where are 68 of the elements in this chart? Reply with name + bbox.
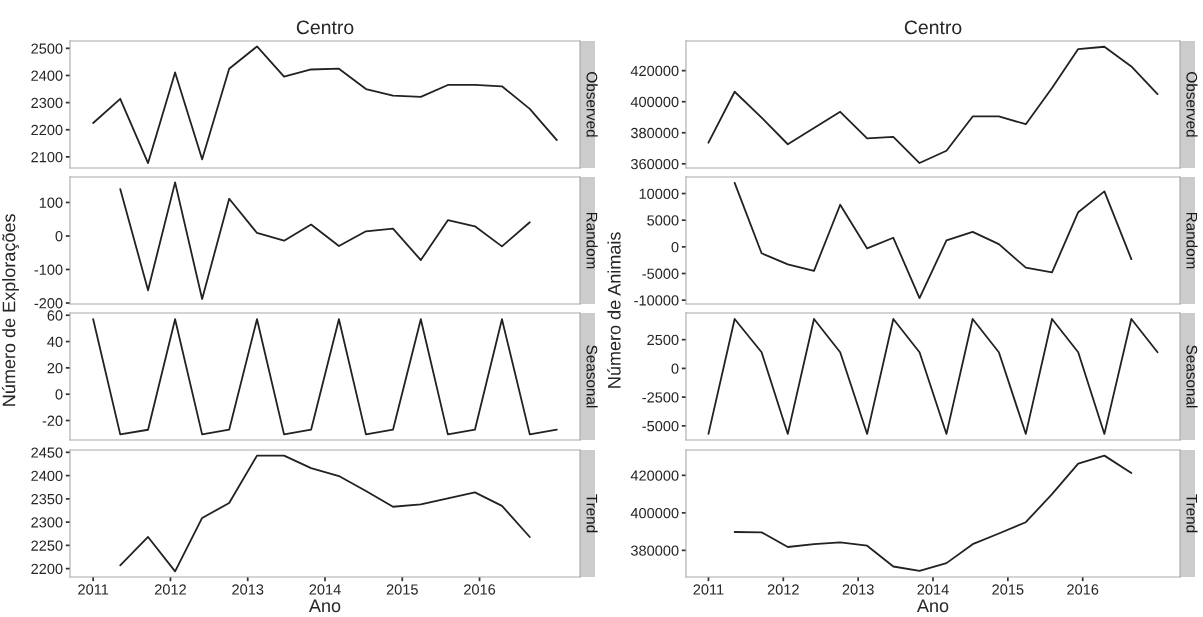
x-tick-label: 2013 bbox=[232, 584, 264, 595]
x-tick-label: 2011 bbox=[693, 584, 724, 595]
y-tick-label: 5000 bbox=[647, 215, 679, 226]
y-tick-label: 360000 bbox=[630, 158, 679, 170]
y-tick-label: 40 bbox=[47, 336, 63, 347]
y-axis-title: Número de Animais bbox=[607, 232, 621, 388]
x-tick-label: 2011 bbox=[78, 584, 109, 595]
x-tick-label: 2016 bbox=[1067, 584, 1099, 595]
y-tick-label: -10000 bbox=[634, 295, 679, 306]
y2-axis-title: Observed bbox=[1186, 72, 1198, 137]
line-series bbox=[92, 45, 558, 165]
line-series bbox=[119, 454, 531, 573]
y-tick-label: 60 bbox=[47, 310, 63, 321]
y-tick-label: 2300 bbox=[31, 97, 63, 109]
y-tick-label: 20 bbox=[47, 362, 63, 374]
y-tick-label: 2400 bbox=[31, 470, 63, 482]
y-tick-label: 2500 bbox=[31, 43, 63, 54]
y2-axis-title: Random bbox=[586, 212, 598, 269]
y-tick-label: 2450 bbox=[31, 447, 63, 458]
x-axis-title: Ano bbox=[916, 599, 949, 613]
y-tick-label: 2200 bbox=[31, 563, 63, 575]
y-tick-label: 400000 bbox=[630, 507, 679, 519]
y-tick-label: 2300 bbox=[31, 517, 63, 528]
y2-axis-title: Seasonal bbox=[586, 345, 598, 408]
x-tick-label: 2015 bbox=[386, 584, 418, 595]
y-tick-label: 0 bbox=[671, 241, 679, 253]
x-tick-label: 2014 bbox=[917, 584, 949, 595]
x-tick-label: 2016 bbox=[464, 584, 496, 595]
x-tick-label: 2014 bbox=[309, 584, 341, 595]
y-tick-label: 2400 bbox=[31, 70, 63, 81]
y2-axis-title: Trend bbox=[586, 494, 598, 533]
y-tick-label: 10000 bbox=[639, 188, 679, 199]
y-tick-label: 420000 bbox=[630, 65, 679, 77]
line-series bbox=[733, 181, 1133, 299]
y-tick-label: 2200 bbox=[31, 124, 63, 136]
y-tick-label: 0 bbox=[55, 389, 63, 400]
y2-axis-title: Observed bbox=[586, 72, 598, 137]
y-tick-label: -20 bbox=[42, 415, 63, 426]
y2-axis-title: Seasonal bbox=[1186, 345, 1198, 408]
x-tick-label: 2013 bbox=[842, 584, 874, 595]
y-tick-label: 2100 bbox=[31, 151, 63, 163]
y2-axis-title: Random bbox=[1186, 212, 1198, 269]
y2-axis-title: Trend bbox=[1186, 494, 1198, 533]
x-tick-label: 2012 bbox=[767, 584, 799, 595]
y-tick-label: 100 bbox=[39, 197, 63, 208]
y-tick-label: 420000 bbox=[630, 470, 679, 481]
x-axis-title: Ano bbox=[308, 599, 341, 613]
y-tick-label: 2500 bbox=[647, 334, 679, 346]
y-axis-title: Número de Explorações bbox=[1, 214, 19, 406]
y-tick-label: 0 bbox=[671, 363, 679, 374]
chart-title: Centro bbox=[296, 20, 354, 35]
line-series bbox=[733, 454, 1133, 572]
line-series bbox=[119, 181, 531, 300]
y-tick-label: -5000 bbox=[642, 268, 679, 279]
y-tick-label: 380000 bbox=[630, 127, 679, 139]
y-tick-label: 2250 bbox=[31, 540, 63, 551]
y-tick-label: -100 bbox=[34, 264, 63, 275]
y-tick-label: -5000 bbox=[642, 420, 679, 432]
y-tick-label: -2500 bbox=[642, 392, 679, 403]
x-tick-label: 2015 bbox=[992, 584, 1024, 595]
y-tick-label: 400000 bbox=[630, 96, 679, 108]
y-tick-label: -200 bbox=[34, 298, 63, 309]
y-tick-label: 0 bbox=[55, 231, 63, 242]
y-tick-label: 2350 bbox=[31, 493, 63, 505]
line-series bbox=[707, 45, 1159, 164]
x-tick-label: 2012 bbox=[154, 584, 186, 595]
y-tick-label: 380000 bbox=[630, 545, 679, 556]
chart-title: Centro bbox=[904, 20, 962, 35]
